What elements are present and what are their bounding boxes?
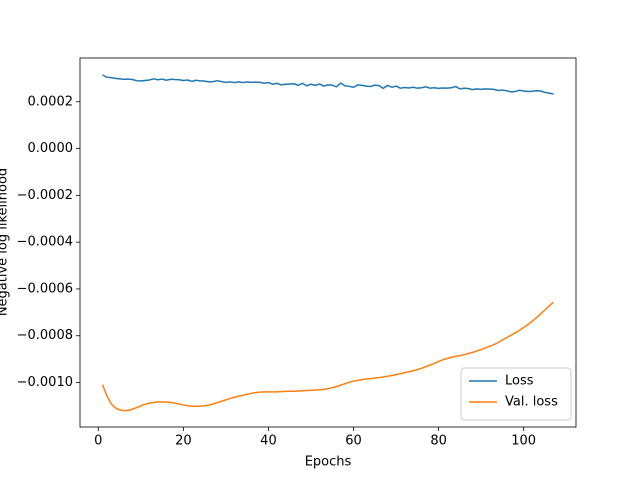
y-tick-label: 0.0000 (28, 141, 74, 156)
y-tick-label: −0.0008 (17, 328, 73, 343)
y-tick-label: −0.0006 (17, 281, 73, 296)
y-axis-label: Negative log likelihood (0, 168, 11, 316)
legend-label: Loss (505, 374, 534, 389)
y-tick-label: 0.0002 (28, 94, 74, 109)
x-tick-label: 20 (175, 434, 192, 449)
y-tick-label: −0.0002 (17, 188, 73, 203)
y-tick-label: −0.0004 (17, 235, 73, 250)
x-axis-label: Epochs (305, 455, 352, 470)
line-series (102, 74, 554, 95)
line-series (101, 301, 554, 412)
legend-label: Val. loss (505, 395, 558, 410)
x-tick-label: 80 (430, 434, 447, 449)
x-tick-label: 0 (94, 434, 102, 449)
axes-frame (79, 57, 577, 428)
y-tick-label: −0.0010 (17, 375, 73, 390)
x-tick-label: 100 (511, 434, 536, 449)
x-tick-label: 40 (260, 434, 277, 449)
x-tick-label: 60 (345, 434, 362, 449)
